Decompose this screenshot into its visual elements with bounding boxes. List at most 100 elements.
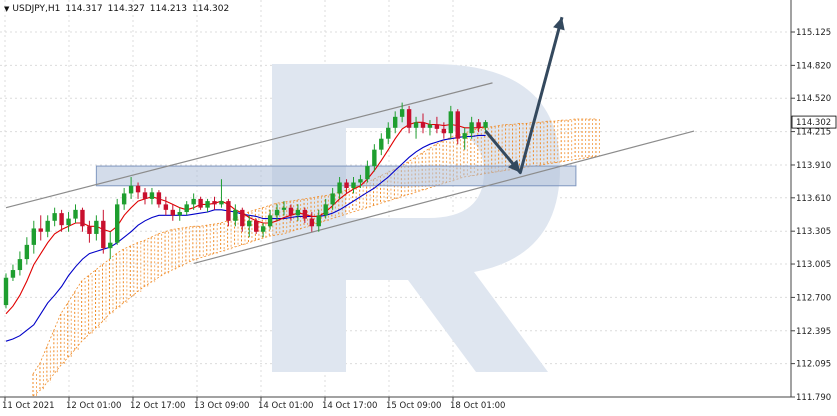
candle-body bbox=[212, 201, 217, 205]
candle-body bbox=[434, 124, 440, 129]
time-axis: 11 Oct 2021 12 Oct 01:00 12 Oct 17:00 13 Oc… bbox=[2, 397, 505, 411]
candle-body bbox=[108, 242, 113, 249]
current-price-box bbox=[791, 115, 837, 129]
candle-body bbox=[316, 215, 321, 227]
y-tick-label: 112.095 bbox=[796, 360, 831, 370]
candle-body bbox=[420, 122, 426, 128]
y-tick-label: 114.215 bbox=[796, 128, 831, 138]
candle-body bbox=[448, 111, 453, 134]
candle-body bbox=[365, 166, 370, 180]
candle-body bbox=[406, 109, 412, 128]
x-tick-label: 15 Oct 09:00 bbox=[386, 401, 441, 411]
forecast-arrowhead-down bbox=[508, 159, 521, 173]
candle-body bbox=[240, 209, 245, 227]
candle-body bbox=[177, 212, 182, 216]
candle-body bbox=[149, 192, 155, 199]
candle-body bbox=[80, 209, 85, 227]
y-tick-label: 113.005 bbox=[796, 260, 831, 270]
x-tick-label: 18 Oct 01:00 bbox=[450, 401, 505, 411]
candle-body bbox=[205, 201, 210, 208]
channel-lower-line bbox=[193, 130, 695, 265]
candle-body bbox=[309, 218, 314, 227]
candle-body bbox=[462, 133, 467, 139]
candle-body bbox=[170, 209, 175, 216]
y-tick-label: 113.610 bbox=[796, 194, 831, 204]
candle-body bbox=[455, 111, 460, 139]
candle-body bbox=[399, 109, 405, 117]
candle-body bbox=[302, 209, 308, 219]
x-tick-label: 14 Oct 01:00 bbox=[258, 401, 313, 411]
forecast-arrow bbox=[484, 16, 565, 175]
forecast-arrowhead-up bbox=[553, 17, 565, 31]
candlesticks bbox=[3, 102, 488, 309]
candle-body bbox=[233, 209, 238, 221]
high-value: 114.327 bbox=[107, 4, 145, 14]
candle-body bbox=[94, 220, 99, 234]
candle-body bbox=[73, 209, 78, 219]
x-tick-label: 11 Oct 2021 bbox=[2, 401, 55, 411]
symbol-dropdown-icon[interactable]: ▼ bbox=[4, 5, 10, 13]
candle-body bbox=[330, 193, 335, 205]
channel-upper-line bbox=[5, 82, 493, 209]
candle-body bbox=[267, 215, 273, 227]
candle-body bbox=[128, 185, 134, 194]
x-tick-label: 12 Oct 17:00 bbox=[130, 401, 185, 411]
candle-body bbox=[274, 209, 280, 216]
candle-body bbox=[184, 204, 189, 213]
candle-body bbox=[3, 277, 9, 306]
y-tick-label: 113.910 bbox=[796, 161, 831, 171]
candle-body bbox=[469, 122, 474, 134]
candle-body bbox=[337, 182, 342, 194]
candle-body bbox=[344, 182, 349, 188]
chart-header: ▼ USDJPY,H1 114.317 114.327 114.213 114.302 bbox=[4, 4, 229, 14]
candle-body bbox=[427, 124, 433, 128]
candle-body bbox=[115, 204, 120, 243]
candle-body bbox=[281, 207, 287, 210]
candle-body bbox=[295, 209, 301, 216]
candle-body bbox=[198, 198, 203, 208]
tenkan-sen-line bbox=[5, 121, 486, 315]
price-axis: 115.125 114.820 114.520 114.215 113.910 113.6… bbox=[791, 28, 831, 403]
candle-body bbox=[101, 220, 106, 249]
y-tick-label: 115.125 bbox=[796, 28, 831, 38]
support-zone-rect bbox=[95, 165, 577, 187]
x-tick-label: 14 Oct 17:00 bbox=[322, 401, 377, 411]
candle-body bbox=[219, 201, 224, 205]
candle-body bbox=[191, 198, 196, 205]
candle-body bbox=[52, 213, 57, 221]
candle-body bbox=[413, 122, 419, 128]
candle-body bbox=[476, 122, 481, 128]
y-tick-label: 114.520 bbox=[796, 94, 831, 104]
candle-body bbox=[351, 182, 356, 188]
candle-body bbox=[379, 138, 384, 150]
candle-body bbox=[247, 220, 252, 227]
candle-body bbox=[59, 213, 64, 226]
candle-body bbox=[38, 228, 43, 232]
x-tick-label: 12 Oct 01:00 bbox=[66, 401, 121, 411]
low-value: 114.213 bbox=[149, 4, 188, 14]
candle-body bbox=[254, 220, 259, 232]
candle-body bbox=[156, 192, 162, 205]
forecast-path bbox=[484, 16, 564, 175]
candle-body bbox=[135, 185, 141, 193]
candle-body bbox=[142, 192, 148, 199]
candle-body bbox=[441, 128, 447, 134]
candle-body bbox=[483, 122, 488, 128]
symbol-label: USDJPY,H1 bbox=[12, 4, 61, 14]
candle-body bbox=[226, 201, 231, 221]
candle-body bbox=[386, 127, 391, 139]
candle-body bbox=[66, 218, 71, 226]
candle-body bbox=[323, 204, 328, 216]
y-tick-label: 111.790 bbox=[796, 393, 831, 403]
indicator-lines bbox=[5, 121, 486, 342]
y-tick-label: 113.305 bbox=[796, 227, 831, 237]
close-value: 114.302 bbox=[192, 4, 230, 14]
trend-channel bbox=[5, 82, 695, 265]
candle-body bbox=[288, 207, 294, 216]
y-tick-label: 114.820 bbox=[796, 61, 831, 71]
open-value: 114.317 bbox=[65, 4, 103, 14]
candle-body bbox=[45, 220, 50, 232]
candle-body bbox=[31, 228, 36, 245]
candle-body bbox=[163, 204, 169, 210]
